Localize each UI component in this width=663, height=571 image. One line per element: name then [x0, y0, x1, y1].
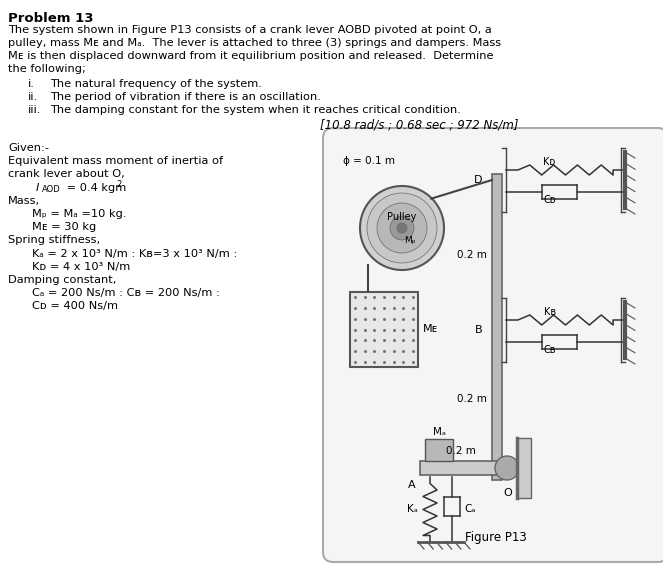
Bar	[425, 439, 453, 461]
Text: = 0.4 kgm: = 0.4 kgm	[63, 183, 126, 192]
Bar	[492, 174, 502, 480]
Text: AOD: AOD	[42, 184, 61, 194]
Text: Spring stiffness,: Spring stiffness,	[8, 235, 100, 246]
Text: Figure P13: Figure P13	[465, 531, 526, 544]
Text: 0.2 m: 0.2 m	[457, 250, 487, 260]
Circle shape	[390, 216, 414, 240]
Circle shape	[377, 203, 427, 253]
Text: I: I	[36, 183, 39, 192]
Bar	[517, 438, 531, 498]
Text: i.: i.	[28, 79, 35, 89]
Text: iii.: iii.	[28, 105, 41, 115]
Text: Kᴅ: Kᴅ	[544, 157, 556, 167]
Text: The system shown in Figure P13 consists of a crank lever AOBD pivoted at point O: The system shown in Figure P13 consists …	[8, 25, 492, 35]
Text: ϕ = 0.1 m: ϕ = 0.1 m	[343, 156, 395, 166]
Text: Mᴇ: Mᴇ	[423, 324, 438, 334]
Text: Problem 13: Problem 13	[8, 12, 93, 25]
Circle shape	[367, 193, 437, 263]
Text: crank lever about O,: crank lever about O,	[8, 170, 125, 179]
Text: Kʙ: Kʙ	[544, 307, 556, 317]
Text: Mₚ: Mₚ	[404, 236, 416, 245]
Text: Pulley: Pulley	[387, 212, 416, 222]
Text: The damping constant for the system when it reaches critical condition.: The damping constant for the system when…	[50, 105, 461, 115]
Text: the following;: the following;	[8, 64, 86, 74]
Text: Mₐ: Mₐ	[432, 427, 446, 437]
Text: Given:-: Given:-	[8, 143, 49, 153]
Text: Mₚ = Mₐ =10 kg.: Mₚ = Mₐ =10 kg.	[32, 209, 127, 219]
Circle shape	[397, 223, 407, 233]
Text: The period of vibration if there is an oscillation.: The period of vibration if there is an o…	[50, 92, 321, 102]
Text: Kₐ: Kₐ	[406, 505, 418, 514]
Text: Cᴅ = 400 Ns/m: Cᴅ = 400 Ns/m	[32, 301, 118, 311]
Text: Cᴅ: Cᴅ	[543, 195, 556, 205]
Text: 2: 2	[116, 180, 121, 188]
Text: Cʙ: Cʙ	[544, 345, 556, 355]
Bar	[420, 461, 502, 475]
Text: [10.8 rad/s ; 0.68 sec ; 972 Ns/m]: [10.8 rad/s ; 0.68 sec ; 972 Ns/m]	[320, 118, 518, 131]
Circle shape	[360, 186, 444, 270]
Text: Mass,: Mass,	[8, 196, 40, 206]
Text: Kᴅ = 4 x 10³ N/m: Kᴅ = 4 x 10³ N/m	[32, 262, 130, 272]
FancyBboxPatch shape	[323, 128, 663, 562]
Text: Damping constant,: Damping constant,	[8, 275, 117, 285]
Circle shape	[495, 456, 519, 480]
Text: A: A	[408, 480, 416, 490]
Text: 0.2 m: 0.2 m	[457, 394, 487, 404]
Text: The natural frequency of the system.: The natural frequency of the system.	[50, 79, 262, 89]
Text: 0.2 m: 0.2 m	[446, 446, 476, 456]
Text: B: B	[474, 325, 482, 335]
Text: Mᴇ is then displaced downward from it equilibrium position and released.  Determ: Mᴇ is then displaced downward from it eq…	[8, 51, 493, 61]
Text: ii.: ii.	[28, 92, 38, 102]
Text: Cₐ = 200 Ns/m : Cʙ = 200 Ns/m :: Cₐ = 200 Ns/m : Cʙ = 200 Ns/m :	[32, 288, 220, 298]
Text: Equivalent mass moment of inertia of: Equivalent mass moment of inertia of	[8, 156, 223, 166]
Text: D: D	[473, 175, 482, 185]
Bar	[350, 292, 418, 367]
Text: O: O	[504, 488, 512, 498]
Text: Cₐ: Cₐ	[464, 505, 475, 514]
Text: pulley, mass Mᴇ and Mₐ.  The lever is attached to three (3) springs and dampers.: pulley, mass Mᴇ and Mₐ. The lever is att…	[8, 38, 501, 48]
Text: Kₐ = 2 x 10³ N/m : Kʙ=3 x 10³ N/m :: Kₐ = 2 x 10³ N/m : Kʙ=3 x 10³ N/m :	[32, 248, 237, 259]
Text: Mᴇ = 30 kg: Mᴇ = 30 kg	[32, 222, 96, 232]
